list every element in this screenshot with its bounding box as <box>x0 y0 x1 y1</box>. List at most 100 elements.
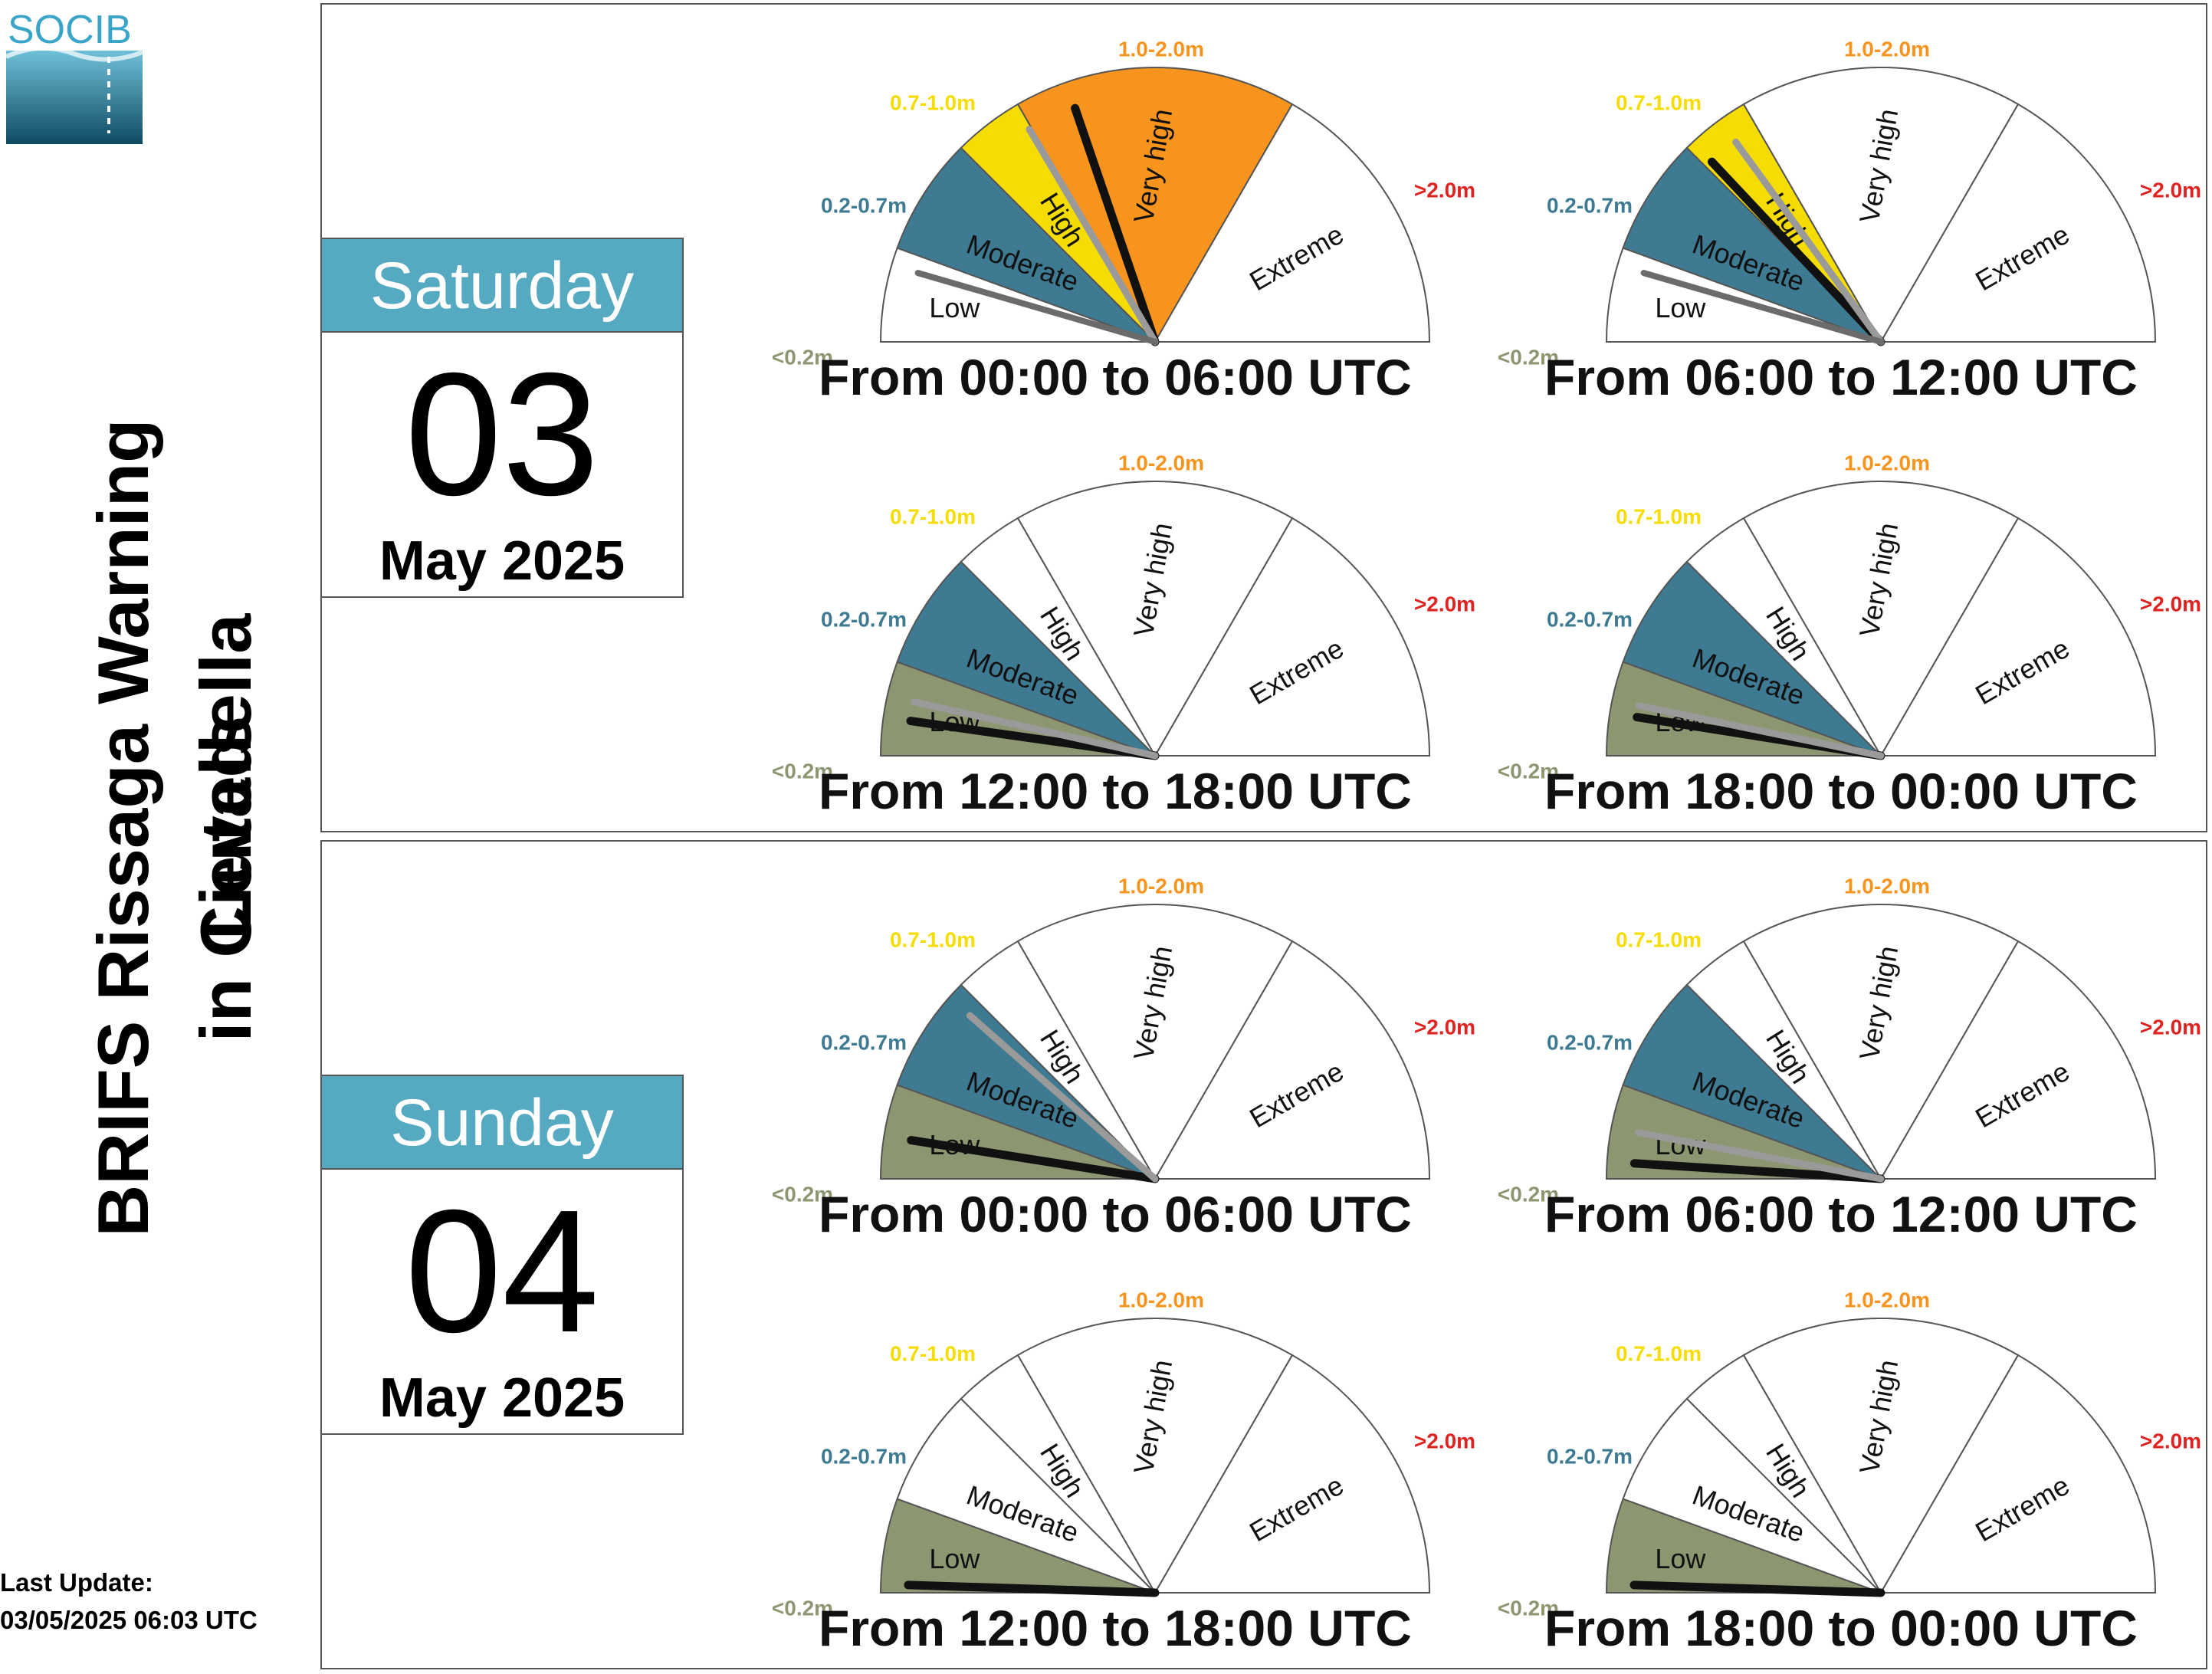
threshold-label: 0.7-1.0m <box>890 90 976 114</box>
needle-2 <box>966 1012 1159 1183</box>
threshold-label: 1.0-2.0m <box>1844 37 1930 61</box>
sector-very-high <box>1016 904 1294 1180</box>
level-label: Low <box>929 292 980 323</box>
sector-extreme <box>1154 940 1431 1180</box>
needle-1 <box>1707 157 1885 346</box>
level-label: Low <box>929 1543 980 1574</box>
gauge-sun-06-12: Low Moderate High Very high Extreme <0.2m 0.2-… <box>1496 846 2212 1260</box>
sector-extreme <box>1879 103 2157 343</box>
threshold-label: <0.2m <box>1498 1596 1559 1620</box>
threshold-label: <0.2m <box>772 345 833 369</box>
title-line-2: in Ciutadella <box>185 613 266 1042</box>
needle-2 <box>911 698 1159 760</box>
sector-extreme <box>1154 103 1431 343</box>
sector-moderate <box>1622 560 1882 757</box>
calendar-saturday: Saturday 03 May 2025 <box>320 238 684 598</box>
calendar-body: 03 May 2025 <box>320 331 684 598</box>
sector-very-high <box>1742 67 2020 343</box>
period-label: From 12:00 to 18:00 UTC <box>819 763 1412 819</box>
threshold-label: <0.2m <box>1498 345 1559 369</box>
threshold-label: 0.2-0.7m <box>821 607 907 631</box>
needle-1 <box>1629 1580 1885 1597</box>
period-label: From 12:00 to 18:00 UTC <box>819 1600 1412 1656</box>
needle-1 <box>907 1136 1160 1183</box>
calendar-weekday: Sunday <box>320 1075 684 1168</box>
threshold-label: >2.0m <box>2140 592 2201 615</box>
needle-1 <box>1629 1159 1885 1183</box>
needle-2 <box>1026 126 1159 346</box>
threshold-label: 1.0-2.0m <box>1844 874 1930 898</box>
threshold-label: 0.2-0.7m <box>821 193 907 217</box>
sector-very-high <box>1742 481 2020 757</box>
gauge-sat-12-18: Low Moderate High Very high Extreme <0.2m 0.2-… <box>770 423 1537 837</box>
threshold-label: 0.2-0.7m <box>1547 1444 1633 1468</box>
threshold-label: 1.0-2.0m <box>1844 451 1930 474</box>
threshold-label: >2.0m <box>2140 1429 2201 1452</box>
needle-3 <box>1640 270 1884 345</box>
threshold-label: 0.2-0.7m <box>1547 607 1633 631</box>
threshold-label: 1.0-2.0m <box>1118 37 1204 61</box>
threshold-label: <0.2m <box>772 759 833 783</box>
calendar-day-number: 03 <box>405 337 599 532</box>
needle-3 <box>914 270 1158 345</box>
sector-extreme <box>1154 517 1431 757</box>
gauge-sat-00-06: Low Moderate High Very high Extreme <0.2m 0.2-… <box>770 9 1537 423</box>
threshold-label: <0.2m <box>772 1596 833 1620</box>
level-label: Low <box>1655 292 1706 323</box>
sector-moderate <box>1622 1397 1882 1594</box>
calendar-month-year: May 2025 <box>379 530 625 592</box>
threshold-label: 0.2-0.7m <box>1547 193 1633 217</box>
threshold-label: <0.2m <box>772 1182 833 1206</box>
sector-very-high <box>1016 481 1294 757</box>
sector-very-high <box>1016 1318 1294 1594</box>
threshold-label: 1.0-2.0m <box>1118 1288 1204 1311</box>
level-label: Low <box>1655 1543 1706 1574</box>
period-label: From 06:00 to 12:00 UTC <box>1544 1186 2138 1242</box>
sector-extreme <box>1879 1354 2157 1594</box>
threshold-label: 0.7-1.0m <box>1616 90 1702 114</box>
calendar-body: 04 May 2025 <box>320 1168 684 1435</box>
threshold-label: 1.0-2.0m <box>1118 874 1204 898</box>
threshold-label: 1.0-2.0m <box>1844 1288 1930 1311</box>
calendar-sunday: Sunday 04 May 2025 <box>320 1075 684 1435</box>
needle-2 <box>1635 1129 1885 1183</box>
period-label: From 18:00 to 00:00 UTC <box>1544 763 2138 819</box>
calendar-month-year: May 2025 <box>379 1367 625 1429</box>
sector-very-high <box>1742 1318 2020 1594</box>
gauge-sun-18-00: Low Moderate High Very high Extreme <0.2m 0.2-… <box>1496 1260 2212 1674</box>
threshold-label: <0.2m <box>1498 1182 1559 1206</box>
sector-moderate <box>896 983 1156 1180</box>
sector-moderate <box>896 560 1156 757</box>
sector-moderate <box>1622 983 1882 1180</box>
sector-extreme <box>1154 1354 1431 1594</box>
last-update-label: Last Update: <box>0 1568 153 1597</box>
last-update: Last Update: 03/05/2025 06:03 UTC <box>0 1564 258 1639</box>
socib-logo: SOCIB <box>5 3 144 146</box>
logo-text: SOCIB <box>8 8 132 52</box>
period-label: From 00:00 to 06:00 UTC <box>819 349 1412 405</box>
threshold-label: 0.2-0.7m <box>1547 1030 1633 1054</box>
sector-moderate <box>896 1397 1156 1594</box>
last-update-value: 03/05/2025 06:03 UTC <box>0 1606 258 1634</box>
threshold-label: 0.2-0.7m <box>821 1030 907 1054</box>
threshold-label: 1.0-2.0m <box>1118 451 1204 474</box>
threshold-label: >2.0m <box>1414 592 1475 615</box>
threshold-label: 0.7-1.0m <box>1616 1341 1702 1365</box>
threshold-label: >2.0m <box>1414 178 1475 202</box>
needle-2 <box>1635 702 1885 760</box>
gauge-sun-12-18: Low Moderate High Very high Extreme <0.2m 0.2-… <box>770 1260 1537 1674</box>
threshold-label: 0.7-1.0m <box>1616 504 1702 528</box>
needle-1 <box>904 1580 1160 1597</box>
threshold-label: >2.0m <box>1414 1015 1475 1039</box>
sector-very-high <box>1742 904 2020 1180</box>
threshold-label: <0.2m <box>1498 759 1559 783</box>
